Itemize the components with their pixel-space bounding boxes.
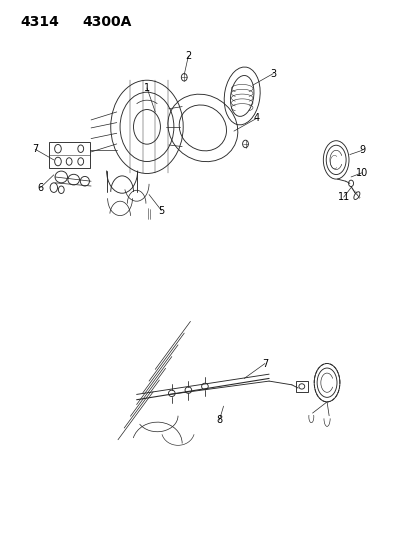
Text: 7: 7	[261, 359, 268, 368]
Text: 4: 4	[253, 114, 259, 123]
Text: 4300A: 4300A	[83, 15, 132, 29]
Text: 10: 10	[355, 168, 368, 177]
Text: 9: 9	[358, 146, 364, 155]
Text: 4314: 4314	[21, 15, 59, 29]
Text: 11: 11	[337, 192, 349, 202]
Text: 5: 5	[158, 206, 164, 215]
Text: 7: 7	[32, 144, 38, 154]
Text: 1: 1	[144, 83, 150, 93]
Text: 3: 3	[270, 69, 275, 78]
Text: 2: 2	[185, 51, 191, 61]
Text: 6: 6	[38, 183, 43, 192]
Text: 8: 8	[216, 415, 222, 425]
